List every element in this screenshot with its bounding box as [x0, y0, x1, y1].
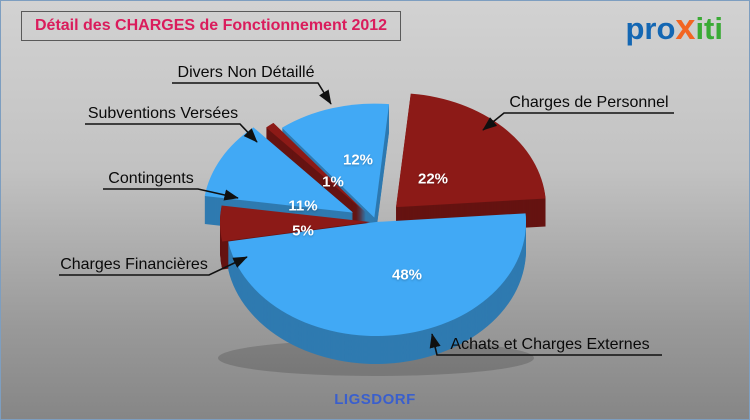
callout-leader-line [59, 256, 248, 276]
callout-label-subventions-versees: Subventions Versées [87, 105, 239, 122]
pie-slice-2 [228, 213, 527, 337]
proxiti-logo[interactable]: proxiti [625, 6, 723, 48]
municipality-name: LIGSDORF [334, 391, 416, 408]
logo-text-x: x [675, 6, 696, 47]
callout-label-contingents: Contingents [108, 170, 194, 187]
callout-leader-line [85, 123, 258, 143]
pie-slice-3 [220, 205, 370, 242]
chart-title: Détail des CHARGES de Fonctionnement 201… [21, 11, 402, 41]
callout-label-charges-de-personnel: Charges de Personnel [509, 94, 669, 111]
pct-label-financieres: 5% [292, 222, 314, 240]
pie-slice-4 [204, 127, 354, 213]
pct-label-subventions: 1% [322, 173, 344, 191]
callout-leader-line [429, 333, 662, 356]
callout-label-divers-non-detaille: Divers Non Détaillé [177, 64, 315, 81]
pct-label-achats: 48% [391, 266, 423, 284]
callout-label-achats-charges-externes: Achats et Charges Externes [450, 336, 650, 353]
pie-slice-5 [266, 122, 366, 213]
logo-text-iti: iti [695, 11, 723, 46]
logo-text-pro: pro [625, 11, 676, 46]
callout-leader-line [103, 188, 239, 201]
pie-slice-0 [281, 103, 390, 218]
pct-label-divers: 12% [342, 151, 374, 169]
callout-leader-line [172, 82, 332, 105]
pie-slice-1 [396, 93, 546, 208]
pct-label-personnel: 22% [417, 170, 449, 188]
callout-label-charges-financieres: Charges Financières [60, 256, 208, 273]
callout-leader-line [482, 112, 674, 131]
pct-label-contingents: 11% [288, 197, 318, 215]
